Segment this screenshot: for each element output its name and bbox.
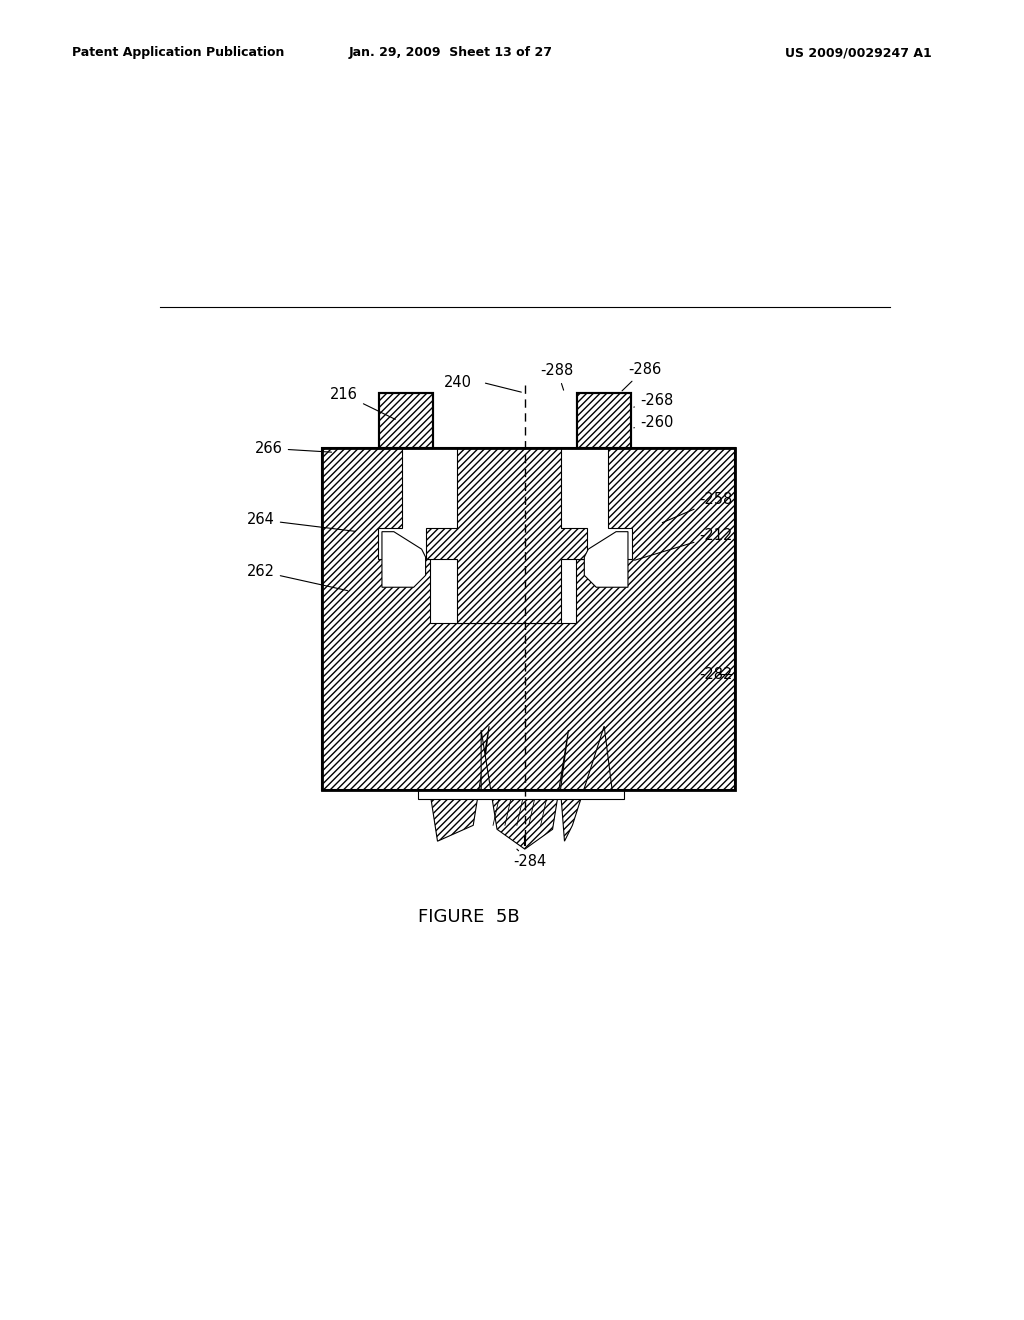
Text: -288: -288 (541, 363, 573, 391)
Text: 216: 216 (331, 387, 395, 420)
Text: -284: -284 (513, 849, 546, 869)
Polygon shape (585, 532, 628, 587)
Polygon shape (382, 532, 426, 587)
Polygon shape (560, 726, 612, 841)
Polygon shape (430, 726, 489, 841)
Polygon shape (578, 393, 631, 449)
Text: 266: 266 (255, 441, 332, 455)
Text: -286: -286 (622, 362, 662, 391)
Polygon shape (418, 789, 624, 799)
Text: -282: -282 (699, 667, 733, 682)
Polygon shape (379, 393, 433, 449)
Bar (578, 393, 631, 449)
Text: -258: -258 (663, 492, 732, 523)
Text: -268: -268 (634, 393, 673, 408)
Text: 240: 240 (443, 375, 472, 389)
Text: -212: -212 (635, 528, 733, 560)
Polygon shape (426, 449, 587, 623)
Text: Jan. 29, 2009  Sheet 13 of 27: Jan. 29, 2009 Sheet 13 of 27 (348, 46, 553, 59)
Text: 264: 264 (247, 512, 355, 532)
Polygon shape (378, 449, 632, 623)
Polygon shape (323, 449, 735, 789)
Text: FIGURE  5B: FIGURE 5B (419, 908, 520, 925)
Text: Patent Application Publication: Patent Application Publication (72, 46, 284, 59)
Text: US 2009/0029247 A1: US 2009/0029247 A1 (785, 46, 932, 59)
Bar (323, 449, 735, 789)
Bar (379, 393, 433, 449)
Text: -260: -260 (634, 414, 673, 430)
Polygon shape (481, 730, 568, 849)
Text: 262: 262 (247, 564, 347, 590)
